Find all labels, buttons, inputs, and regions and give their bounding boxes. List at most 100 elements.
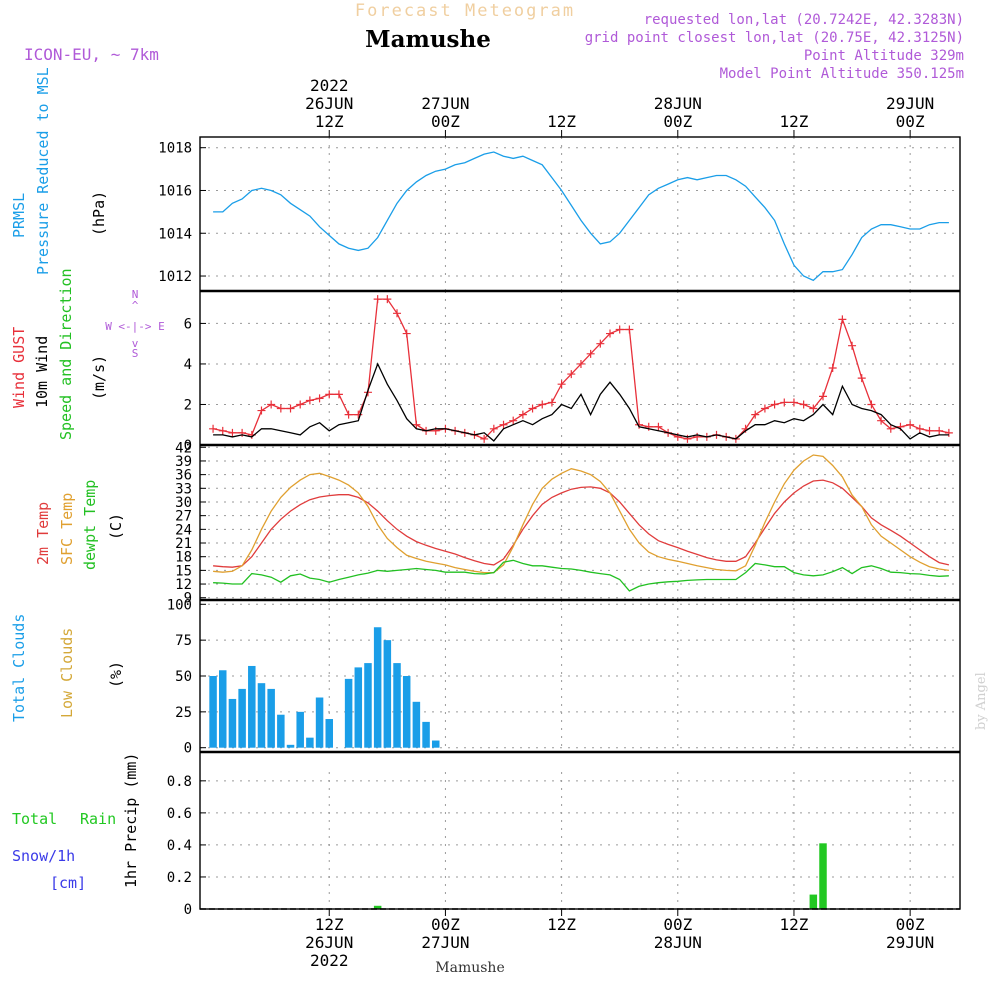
y-tick-label: 100 <box>167 597 192 613</box>
gust-marker <box>257 406 266 415</box>
model-altitude: Model Point Altitude 350.125m <box>720 66 964 82</box>
gust-marker <box>838 315 847 324</box>
bottom-time-label: 2022 <box>310 951 349 970</box>
bar-total_clouds <box>383 640 392 748</box>
top-time-label: 2022 <box>310 76 349 95</box>
bar-rain <box>819 843 827 909</box>
gust-marker <box>819 392 828 401</box>
bottom-time-label: 27JUN <box>421 933 469 952</box>
y-tick-label: 18 <box>175 550 192 566</box>
bar-total_clouds <box>238 688 246 748</box>
model-label: ICON-EU, ~ 7km <box>24 45 159 64</box>
gust-marker <box>915 424 924 433</box>
gust-marker <box>383 295 392 304</box>
snow-label: Snow/1h <box>12 847 75 865</box>
temp-panel-labels: 2m Temp SFC Temp dewpt Temp (C) <box>34 480 125 570</box>
top-time-label: 12Z <box>547 112 576 131</box>
bottom-location: Mamushe <box>435 960 504 976</box>
gust-marker <box>393 309 402 318</box>
bar-total_clouds <box>373 627 382 748</box>
top-time-label: 12Z <box>315 112 344 131</box>
gust-marker <box>228 428 237 437</box>
gust-marker <box>354 410 363 419</box>
top-time-label: 00Z <box>896 112 925 131</box>
top-time-label: 26JUN <box>305 94 353 113</box>
bar-total_clouds <box>412 701 421 748</box>
plot-frame <box>199 136 961 910</box>
gust-marker <box>547 398 556 407</box>
y-tick-label: 0.4 <box>167 838 192 854</box>
y-tick-label: 24 <box>175 522 192 538</box>
gust-label: Wind GUST <box>10 327 28 408</box>
series-dewpt <box>213 559 949 592</box>
watermark: by Angel <box>974 672 989 730</box>
gust-marker <box>925 426 934 435</box>
bar-total_clouds <box>422 721 430 748</box>
total-clouds-label: Total Clouds <box>10 614 28 722</box>
gust-marker <box>867 400 876 409</box>
bar-total_clouds <box>209 676 217 748</box>
bar-rain <box>373 905 382 909</box>
gust-marker <box>799 400 808 409</box>
plot-layer <box>200 151 960 910</box>
top-time-label: 12Z <box>780 112 809 131</box>
gust-marker <box>209 424 218 433</box>
point-altitude: Point Altitude 329m <box>804 48 964 64</box>
y-tick-label: 0 <box>184 741 192 757</box>
gust-marker <box>402 329 411 338</box>
forecast-meteogram-title: Forecast Meteogram <box>355 1 575 21</box>
gust-marker <box>325 390 334 399</box>
gust-marker <box>412 420 421 429</box>
pressure-panel-labels: PRMSL Pressure Reduced to MSL (hPa) <box>10 67 108 275</box>
y-tick-label: 0.2 <box>167 870 192 886</box>
y-tick-label: 30 <box>175 495 192 511</box>
gust-marker <box>615 325 624 334</box>
y-tick-label: 36 <box>175 468 192 484</box>
cloud-panel-labels: Total Clouds Low Clouds (%) <box>10 614 125 722</box>
compass-west-east: W <-|-> E <box>105 320 165 333</box>
gust-marker <box>538 400 547 409</box>
series-sfc <box>213 454 949 574</box>
y-tick-label: 25 <box>175 705 192 721</box>
sfc-label: SFC Temp <box>58 493 76 565</box>
y-tick-label: 42 <box>175 440 192 456</box>
compass-north: N <box>132 288 139 301</box>
gust-marker <box>480 434 489 443</box>
series-gust <box>212 298 950 440</box>
y-tick-label: 39 <box>175 454 192 470</box>
grid-layer <box>200 137 960 910</box>
gust-marker <box>673 432 682 441</box>
gust-marker <box>693 432 702 441</box>
pct-label: (%) <box>107 661 125 688</box>
top-time-label: 00Z <box>663 112 692 131</box>
gust-marker <box>286 404 295 413</box>
prmsl-label: PRMSL <box>10 193 28 238</box>
rain-label: Rain <box>80 810 116 828</box>
total-label: Total <box>12 810 57 828</box>
ms-label: (m/s) <box>90 355 108 400</box>
bar-total_clouds <box>364 663 372 748</box>
gust-marker <box>906 420 915 429</box>
gust-marker <box>877 416 886 425</box>
bottom-time-label: 00Z <box>663 915 692 934</box>
y-tick-label: 2 <box>184 397 192 413</box>
bar-total_clouds <box>354 667 363 748</box>
gust-marker <box>499 420 508 429</box>
gust-marker <box>654 422 663 431</box>
top-time-label: 27JUN <box>421 94 469 113</box>
compass-south: S <box>132 347 139 360</box>
series-wind <box>213 362 949 442</box>
bar-total_clouds <box>286 744 295 748</box>
gust-marker <box>344 410 353 419</box>
bottom-time-label: 29JUN <box>886 933 934 952</box>
cm-label: [cm] <box>50 874 86 892</box>
gust-marker <box>431 426 440 435</box>
gust-marker <box>780 398 789 407</box>
gust-marker <box>334 390 343 399</box>
bar-total_clouds <box>315 697 324 748</box>
y-tick-label: 6 <box>184 316 192 332</box>
bar-total_clouds <box>296 711 304 748</box>
gust-marker <box>218 426 227 435</box>
bar-total_clouds <box>393 663 401 748</box>
